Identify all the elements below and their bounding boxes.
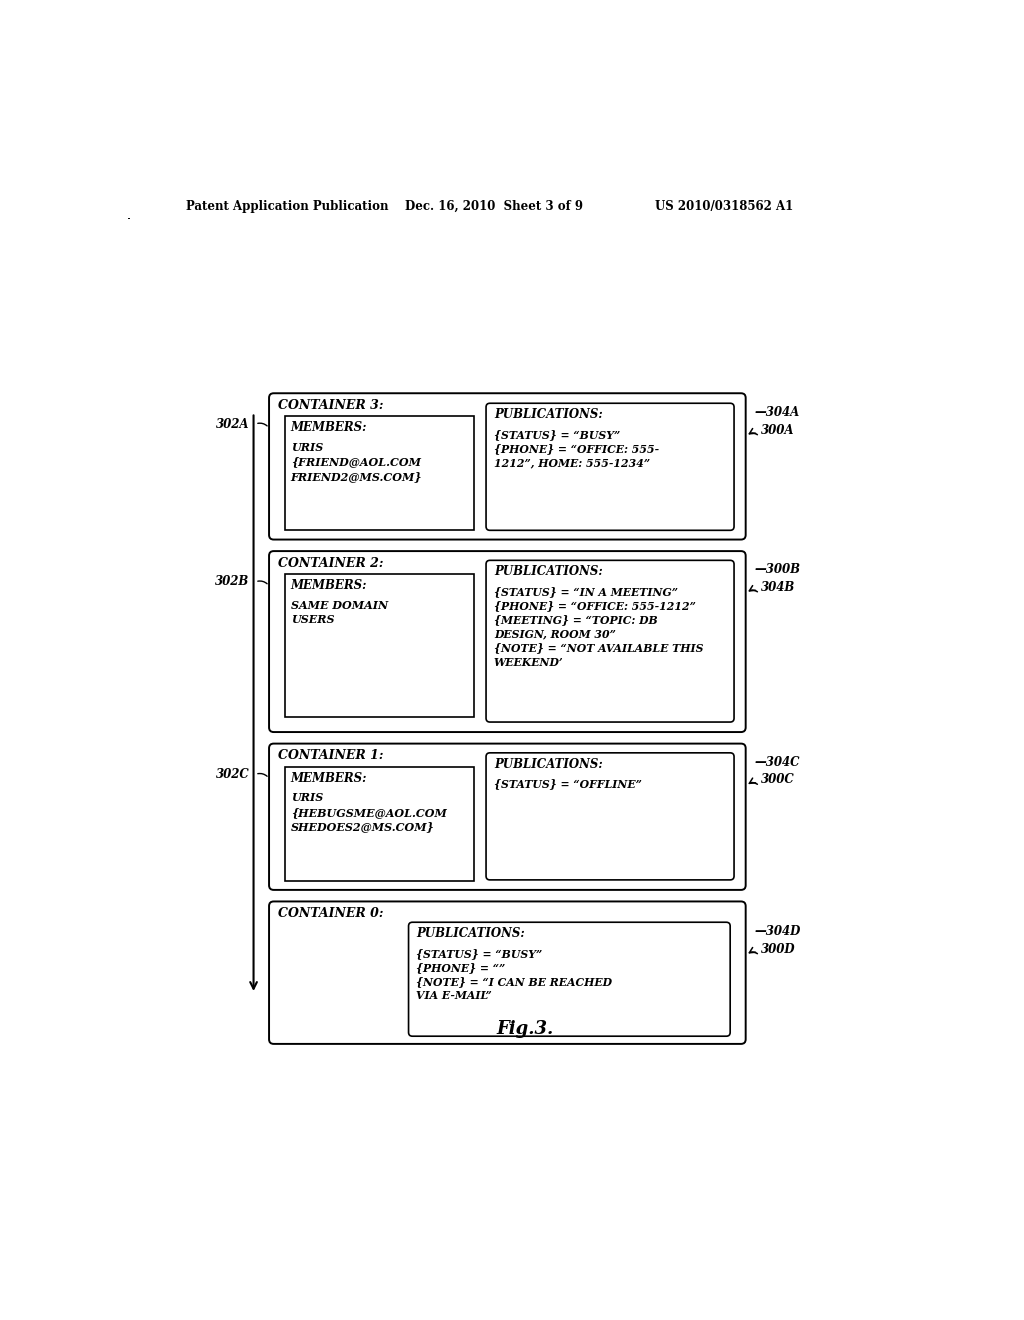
FancyBboxPatch shape (269, 393, 745, 540)
Text: PUBLICATIONS:: PUBLICATIONS: (494, 565, 602, 578)
Text: CONTAINER 2:: CONTAINER 2: (279, 557, 384, 570)
Text: CONTAINER 3:: CONTAINER 3: (279, 399, 384, 412)
Text: 302B: 302B (215, 576, 250, 589)
Text: Patent Application Publication: Patent Application Publication (186, 199, 389, 213)
Text: {STATUS} = “OFFLINE”: {STATUS} = “OFFLINE” (494, 779, 642, 789)
Text: MEMBERS:: MEMBERS: (291, 579, 368, 593)
Text: —304A: —304A (755, 407, 800, 418)
FancyBboxPatch shape (269, 743, 745, 890)
Text: {STATUS} = “IN A MEETING”
{PHONE} = “OFFICE: 555-1212”
{MEETING} = “TOPIC: DB
DE: {STATUS} = “IN A MEETING” {PHONE} = “OFF… (494, 586, 703, 668)
Text: —304C: —304C (755, 755, 801, 768)
FancyBboxPatch shape (486, 752, 734, 880)
Text: CONTAINER 1:: CONTAINER 1: (279, 750, 384, 763)
Text: {STATUS} = “BUSY”
{PHONE} = “OFFICE: 555-
1212”, HOME: 555-1234”: {STATUS} = “BUSY” {PHONE} = “OFFICE: 555… (494, 429, 658, 469)
Text: {STATUS} = “BUSY”
{PHONE} = “”
{NOTE} = “I CAN BE REACHED
VIA E-MAIL”: {STATUS} = “BUSY” {PHONE} = “” {NOTE} = … (417, 948, 612, 1001)
Text: MEMBERS:: MEMBERS: (291, 421, 368, 434)
Text: URIS
{FRIEND@AOL.COM
FRIEND2@MS.COM}: URIS {FRIEND@AOL.COM FRIEND2@MS.COM} (291, 442, 422, 482)
Text: PUBLICATIONS:: PUBLICATIONS: (494, 758, 602, 771)
Text: CONTAINER 0:: CONTAINER 0: (279, 907, 384, 920)
Text: SAME DOMAIN
USERS: SAME DOMAIN USERS (291, 599, 388, 626)
Text: —304D: —304D (755, 925, 802, 939)
Text: 302A: 302A (216, 417, 250, 430)
FancyBboxPatch shape (269, 902, 745, 1044)
Text: US 2010/0318562 A1: US 2010/0318562 A1 (655, 199, 794, 213)
FancyBboxPatch shape (486, 404, 734, 531)
FancyBboxPatch shape (486, 561, 734, 722)
Text: PUBLICATIONS:: PUBLICATIONS: (417, 927, 525, 940)
Bar (285, 767, 474, 880)
Text: MEMBERS:: MEMBERS: (291, 772, 368, 785)
Text: 300C: 300C (761, 774, 795, 787)
Text: 300D: 300D (761, 942, 796, 956)
Text: —300B: —300B (755, 564, 801, 576)
Text: URIS
{HEBUGSME@AOL.COM
SHEDOES2@MS.COM}: URIS {HEBUGSME@AOL.COM SHEDOES2@MS.COM} (291, 792, 446, 833)
FancyBboxPatch shape (409, 923, 730, 1036)
Bar (285, 574, 474, 717)
Text: PUBLICATIONS:: PUBLICATIONS: (494, 408, 602, 421)
Bar (285, 416, 474, 531)
Text: 302C: 302C (216, 768, 250, 781)
FancyBboxPatch shape (269, 552, 745, 733)
Text: Dec. 16, 2010  Sheet 3 of 9: Dec. 16, 2010 Sheet 3 of 9 (406, 199, 584, 213)
Text: 300A: 300A (761, 424, 795, 437)
Text: Fig.3.: Fig.3. (497, 1019, 553, 1038)
Text: 304B: 304B (761, 581, 796, 594)
